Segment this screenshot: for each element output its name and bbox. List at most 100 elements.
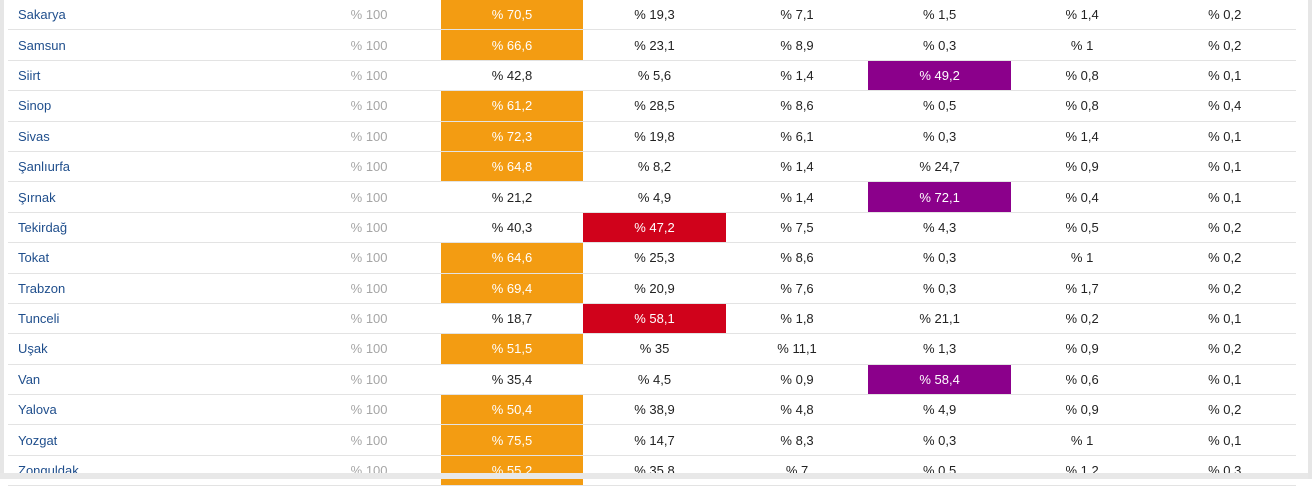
province-link[interactable]: Sinop [8,90,298,122]
party-2-vote-share: % 4,5 [583,364,726,396]
party-3-vote-share: % 8,6 [725,242,869,274]
ballot-box-opened-percent: % 100 [297,424,441,456]
party-6-vote-share: % 0,2 [1153,29,1296,61]
party-2-vote-share: % 58,1 [583,303,726,335]
province-link[interactable]: Şanlıurfa [8,151,298,183]
ballot-box-opened-percent: % 100 [297,29,441,61]
party-5-vote-share: % 0,5 [1010,212,1154,244]
table-row: Tokat% 100% 64,6% 25,3% 8,6% 0,3% 1% 0,2 [8,242,1296,274]
table-row: Uşak% 100% 51,5% 35% 11,1% 1,3% 0,9% 0,2 [8,333,1296,365]
ballot-box-opened-percent: % 100 [297,455,441,486]
province-link[interactable]: Van [8,364,298,396]
party-6-vote-share: % 0,2 [1153,333,1296,365]
party-6-vote-share: % 0,2 [1153,212,1296,244]
party-5-vote-share: % 0,9 [1010,333,1154,365]
province-link[interactable]: Şırnak [8,181,298,213]
party-6-vote-share: % 0,2 [1153,0,1296,31]
party-2-vote-share: % 8,2 [583,151,726,183]
ballot-box-opened-percent: % 100 [297,303,441,335]
party-4-vote-share: % 58,4 [868,364,1011,396]
ballot-box-opened-percent: % 100 [297,0,441,31]
party-1-vote-share: % 64,6 [440,242,584,274]
province-link[interactable]: Sivas [8,121,298,152]
province-link[interactable]: Tunceli [8,303,298,335]
party-6-vote-share: % 0,1 [1153,151,1296,183]
province-link[interactable]: Sakarya [8,0,298,31]
ballot-box-opened-percent: % 100 [297,333,441,365]
party-3-vote-share: % 8,6 [725,90,869,122]
party-3-vote-share: % 1,4 [725,151,869,183]
province-link[interactable]: Zonguldak [8,455,298,486]
party-5-vote-share: % 0,2 [1010,303,1154,335]
province-link[interactable]: Samsun [8,29,298,61]
party-1-vote-share: % 69,4 [440,273,584,304]
party-4-vote-share: % 4,3 [868,212,1011,244]
party-5-vote-share: % 0,9 [1010,394,1154,426]
party-6-vote-share: % 0,1 [1153,364,1296,396]
province-link[interactable]: Tekirdağ [8,212,298,244]
ballot-box-opened-percent: % 100 [297,90,441,122]
ballot-box-opened-percent: % 100 [297,364,441,396]
table-row: Sakarya% 100% 70,5% 19,3% 7,1% 1,5% 1,4%… [8,0,1296,31]
party-4-vote-share: % 1,5 [868,0,1011,31]
party-1-vote-share: % 55,2 [440,455,584,486]
province-link[interactable]: Tokat [8,242,298,274]
party-5-vote-share: % 0,4 [1010,181,1154,213]
party-4-vote-share: % 72,1 [868,181,1011,213]
party-3-vote-share: % 7,6 [725,273,869,304]
party-2-vote-share: % 38,9 [583,394,726,426]
table-body: Sakarya% 100% 70,5% 19,3% 7,1% 1,5% 1,4%… [8,0,1296,486]
party-1-vote-share: % 42,8 [440,60,584,92]
table-row: Şanlıurfa% 100% 64,8% 8,2% 1,4% 24,7% 0,… [8,151,1296,183]
table-row: Van% 100% 35,4% 4,5% 0,9% 58,4% 0,6% 0,1 [8,364,1296,396]
party-4-vote-share: % 49,2 [868,60,1011,92]
party-1-vote-share: % 21,2 [440,181,584,213]
party-3-vote-share: % 1,4 [725,181,869,213]
party-2-vote-share: % 35,8 [583,455,726,486]
party-5-vote-share: % 1,2 [1010,455,1154,486]
party-1-vote-share: % 50,4 [440,394,584,426]
party-6-vote-share: % 0,2 [1153,242,1296,274]
party-3-vote-share: % 6,1 [725,121,869,152]
party-2-vote-share: % 20,9 [583,273,726,304]
ballot-box-opened-percent: % 100 [297,151,441,183]
province-results-table: Sakarya% 100% 70,5% 19,3% 7,1% 1,5% 1,4%… [8,0,1296,486]
province-link[interactable]: Uşak [8,333,298,365]
bottom-divider [0,473,1312,479]
party-5-vote-share: % 0,9 [1010,151,1154,183]
party-5-vote-share: % 0,8 [1010,90,1154,122]
party-4-vote-share: % 0,3 [868,29,1011,61]
party-6-vote-share: % 0,1 [1153,60,1296,92]
party-3-vote-share: % 7 [725,455,869,486]
party-2-vote-share: % 23,1 [583,29,726,61]
party-3-vote-share: % 0,9 [725,364,869,396]
party-2-vote-share: % 47,2 [583,212,726,244]
ballot-box-opened-percent: % 100 [297,212,441,244]
party-1-vote-share: % 61,2 [440,90,584,122]
party-4-vote-share: % 0,3 [868,242,1011,274]
ballot-box-opened-percent: % 100 [297,121,441,152]
party-4-vote-share: % 24,7 [868,151,1011,183]
party-2-vote-share: % 25,3 [583,242,726,274]
party-1-vote-share: % 72,3 [440,121,584,152]
party-2-vote-share: % 35 [583,333,726,365]
party-6-vote-share: % 0,4 [1153,90,1296,122]
party-4-vote-share: % 0,3 [868,273,1011,304]
province-link[interactable]: Siirt [8,60,298,92]
party-5-vote-share: % 1,7 [1010,273,1154,304]
party-6-vote-share: % 0,2 [1153,394,1296,426]
party-2-vote-share: % 19,8 [583,121,726,152]
party-4-vote-share: % 0,3 [868,121,1011,152]
province-link[interactable]: Yozgat [8,424,298,456]
party-3-vote-share: % 7,5 [725,212,869,244]
ballot-box-opened-percent: % 100 [297,273,441,304]
table-row: Trabzon% 100% 69,4% 20,9% 7,6% 0,3% 1,7%… [8,273,1296,304]
party-6-vote-share: % 0,1 [1153,121,1296,152]
province-link[interactable]: Trabzon [8,273,298,304]
table-row: Yalova% 100% 50,4% 38,9% 4,8% 4,9% 0,9% … [8,394,1296,426]
ballot-box-opened-percent: % 100 [297,394,441,426]
province-link[interactable]: Yalova [8,394,298,426]
table-row: Sivas% 100% 72,3% 19,8% 6,1% 0,3% 1,4% 0… [8,121,1296,152]
party-3-vote-share: % 1,4 [725,60,869,92]
